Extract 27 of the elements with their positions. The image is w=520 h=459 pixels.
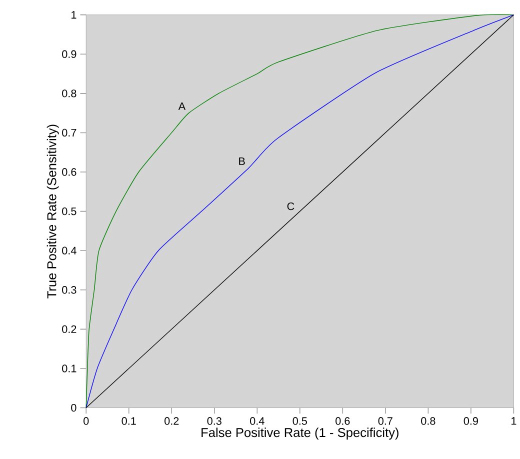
x-tick-label: 0.5 [292,417,307,425]
y-tick-label: 0.5 [62,207,76,216]
series-label: A [178,102,186,110]
y-tick-label: 0.8 [62,89,76,98]
x-tick-label: 0.3 [207,417,222,425]
x-tick-label: 0.6 [336,417,350,425]
y-tick-label: 0.7 [62,128,76,136]
y-tick-label: 0.6 [62,168,76,176]
series-label: C [287,202,294,210]
x-tick-label: 0.4 [250,417,264,425]
y-tick-label: 0.3 [62,286,76,294]
x-tick-label: 0.1 [122,417,136,425]
x-tick-label: 1 [512,417,516,425]
x-tick-label: 0 [84,417,89,425]
y-tick-label: 0 [71,404,76,412]
y-tick-label: 0.9 [62,50,76,58]
y-tick-label: 0.4 [62,246,76,254]
y-tick-label: 1 [72,11,76,18]
y-tick-label: 0.2 [62,325,76,333]
series-label: B [239,157,245,165]
y-axis-title: True Positive Rate (Sensitivity) [46,124,59,298]
x-tick-label: 0.9 [464,417,478,425]
x-tick-label: 0.2 [164,417,179,425]
x-tick-label: 0.8 [421,417,436,425]
y-tick-label: 0.1 [62,364,76,372]
x-axis-title: False Positive Rate (1 - Specificity) [202,428,398,440]
x-tick-label: 0.7 [378,417,392,425]
